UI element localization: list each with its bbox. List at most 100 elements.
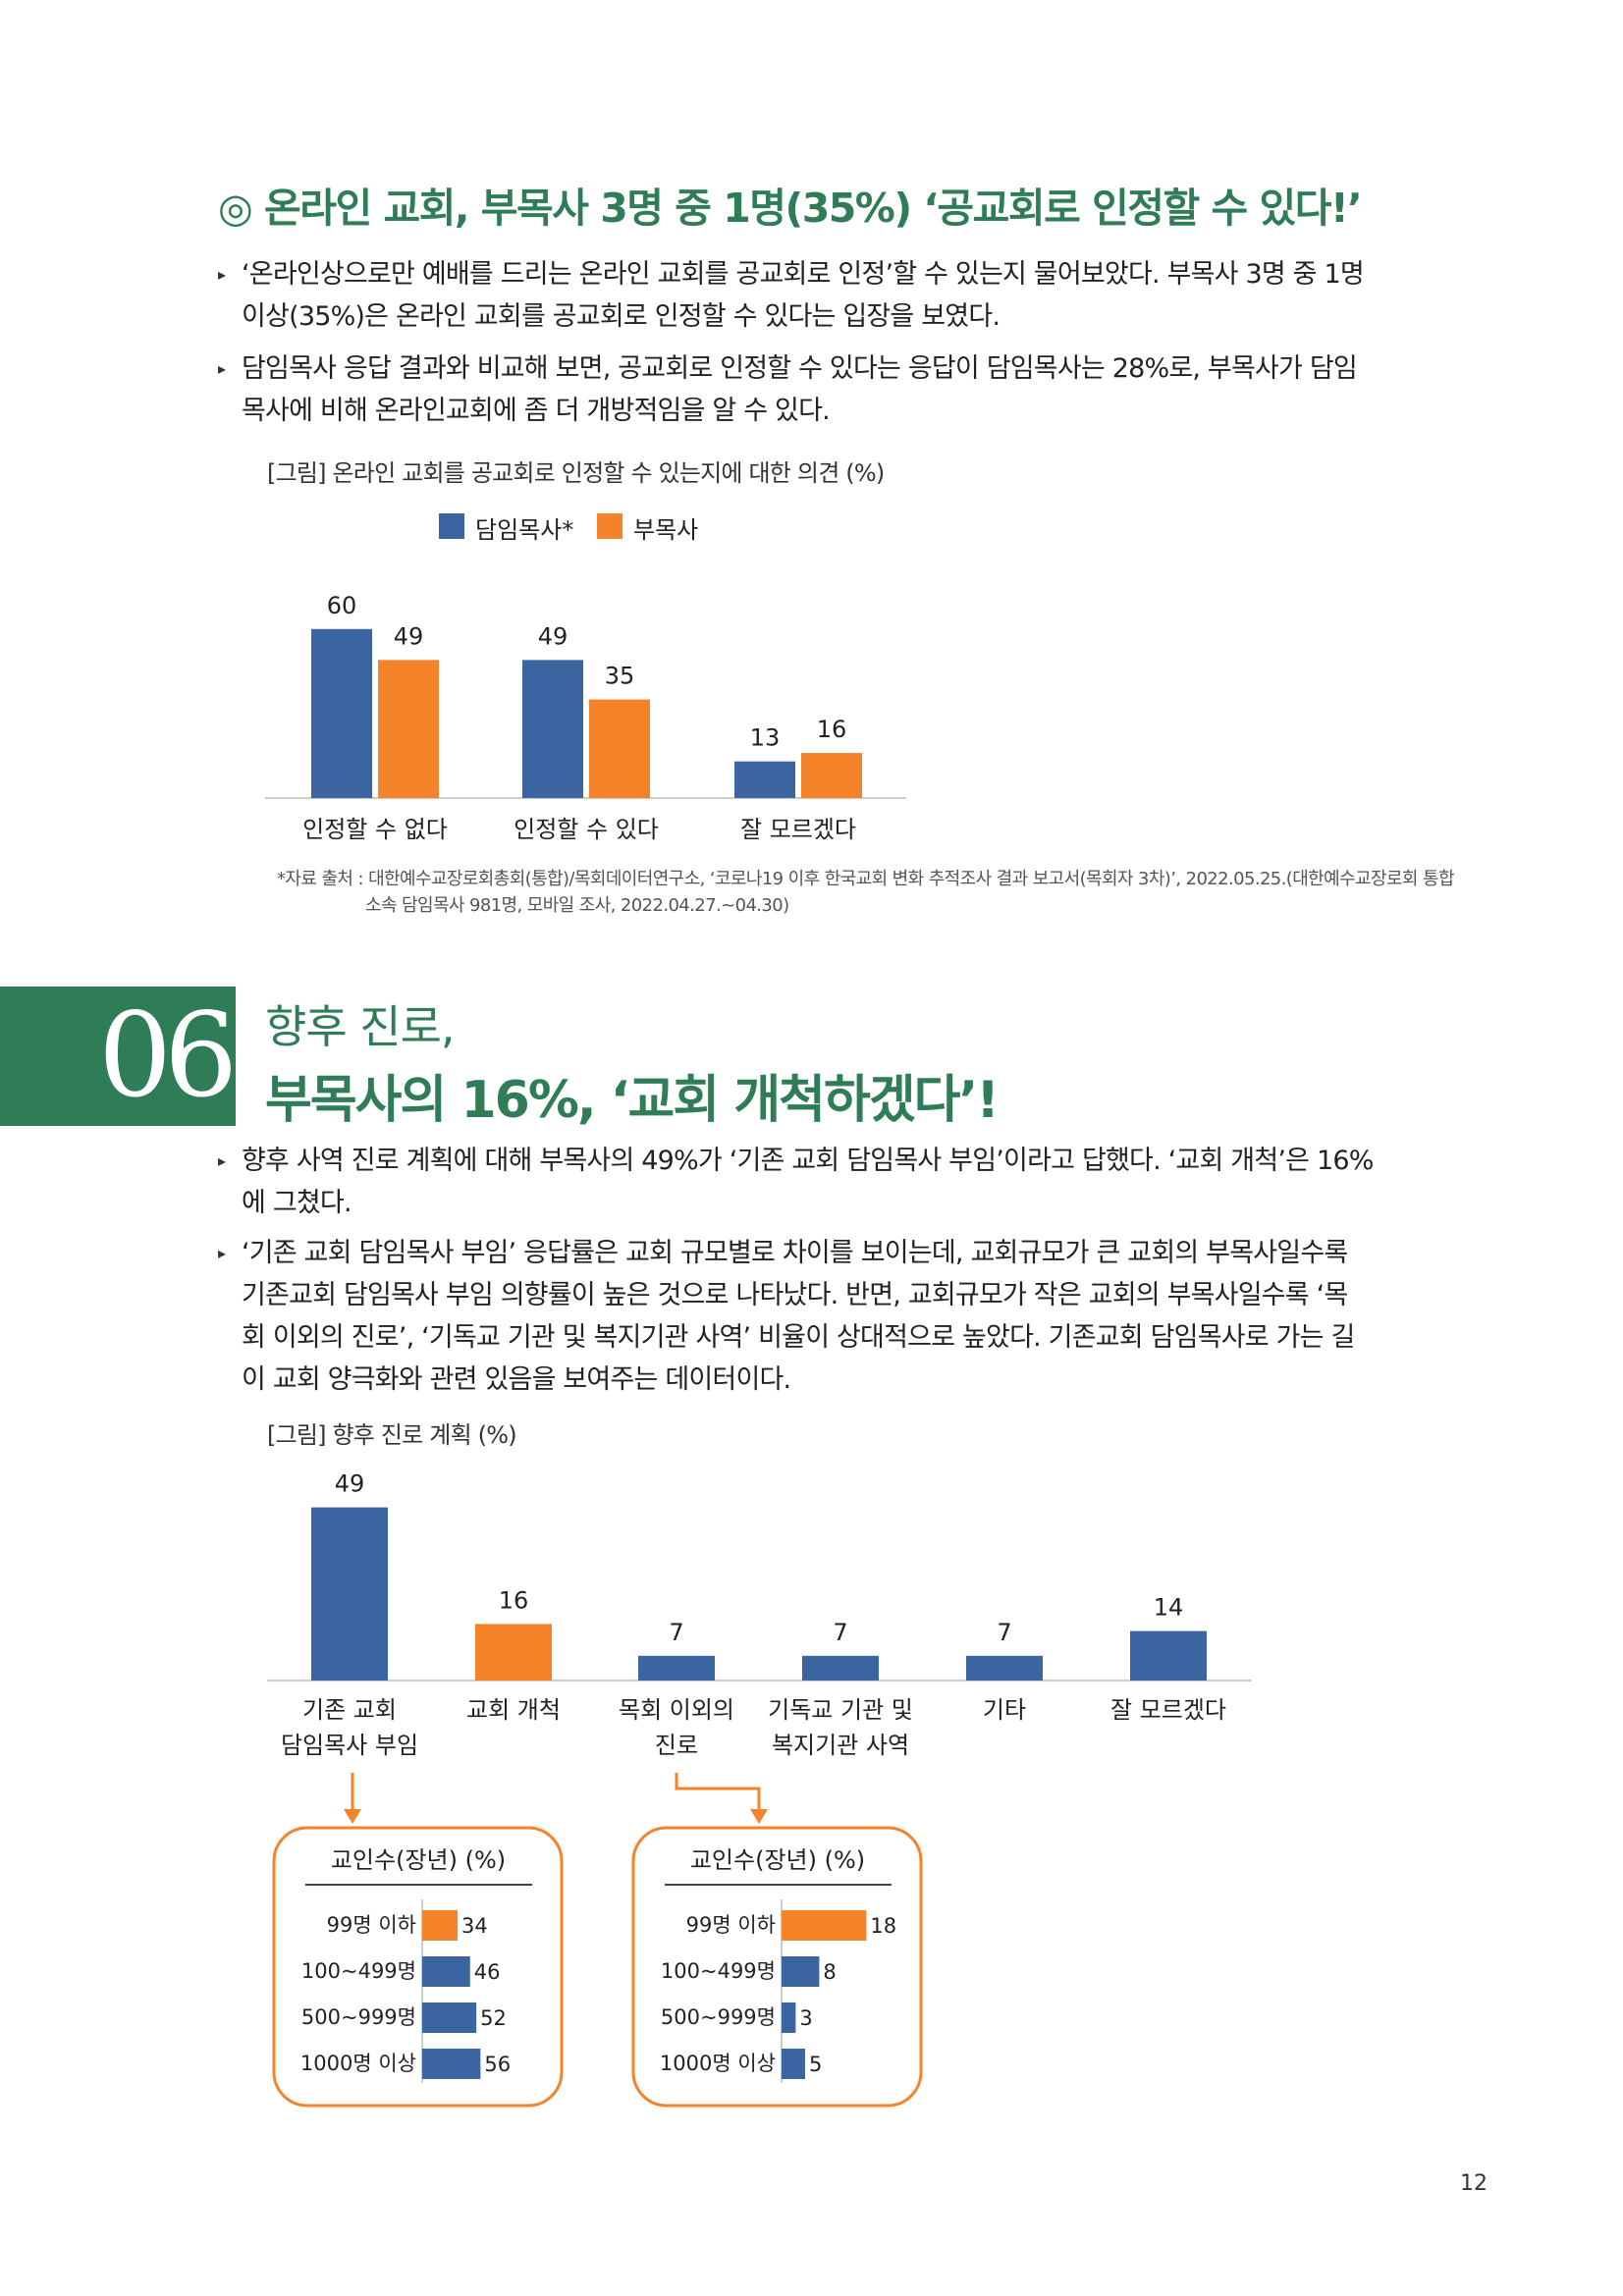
callout-category: 100~499명	[661, 1959, 776, 1983]
bar	[475, 1624, 552, 1681]
source-line: *자료 출처 : 대한예수교장로회총회(통합)/목회데이터연구소, ‘코로나19…	[277, 869, 1455, 889]
source-note: *자료 출처 : 대한예수교장로회총회(통합)/목회데이터연구소, ‘코로나19…	[277, 866, 1485, 919]
triangle-right-icon: ▸	[218, 359, 226, 378]
callout-category: 500~999명	[661, 2005, 776, 2029]
triangle-right-icon: ▸	[218, 1244, 226, 1262]
arrow-down-icon	[344, 1809, 361, 1824]
tick-label: 기존 교회	[302, 1696, 397, 1724]
tick-label: 교회 개척	[466, 1696, 561, 1724]
arrow-line	[675, 1773, 761, 1811]
bullet-line: 목사에 비해 온라인교회에 좀 더 개방적임을 알 수 있다.	[242, 396, 831, 426]
bullet-line: 이상(35%)은 온라인 교회를 공교회로 인정할 수 있다는 입장을 보였다.	[242, 301, 1001, 332]
data-label: 14	[1154, 1594, 1184, 1622]
tick-label: 인정할 수 없다	[302, 816, 448, 843]
callout-value: 8	[823, 1960, 836, 1984]
data-label: 49	[335, 1470, 365, 1498]
callout-bar	[782, 1910, 867, 1941]
callout-bar	[422, 1956, 470, 1987]
legend-label: 부목사	[633, 516, 699, 544]
tick-label: 기타	[983, 1696, 1026, 1724]
callout-title: 교인수(장년) (%)	[690, 1846, 865, 1874]
callout-bar	[782, 2002, 796, 2033]
bullet-line: ‘온라인상으로만 예배를 드리는 온라인 교회를 공교회로 인정’할 수 있는지…	[242, 259, 1365, 290]
data-label: 7	[833, 1619, 847, 1646]
bar	[522, 660, 583, 798]
bullet-line: ‘기존 교회 담임목사 부임’ 응답률은 교회 규모별로 차이를 보이는데, 교…	[242, 1238, 1348, 1268]
bullet-paragraph: ▸ ‘기존 교회 담임목사 부임’ 응답률은 교회 규모별로 차이를 보이는데,…	[218, 1232, 1479, 1401]
bar	[734, 761, 795, 798]
bar	[589, 699, 650, 798]
callout-category: 99명 이하	[327, 1913, 416, 1937]
callout-value: 56	[484, 2053, 511, 2076]
data-label: 49	[394, 622, 424, 650]
callout-bar	[422, 2002, 477, 2033]
bullet-paragraph: ▸ 향후 사역 진로 계획에 대해 부목사의 49%가 ‘기존 교회 담임목사 …	[218, 1140, 1479, 1224]
bar	[378, 660, 439, 798]
callout-category: 1000명 이상	[300, 2052, 416, 2075]
data-label: 7	[997, 1619, 1011, 1646]
section-heading: ◎ 온라인 교회, 부목사 3명 중 1명(35%) ‘공교회로 인정할 수 있…	[218, 185, 1363, 232]
callout-box	[272, 1826, 564, 2108]
opinion-bar-chart: 60 49 인정할 수 없다 49 35 인정할 수 있다 13 16 잘 모르겠다	[265, 592, 906, 843]
legend-label: 담임목사*	[475, 516, 574, 544]
tick-label: 진로	[655, 1732, 698, 1759]
callout-box	[631, 1826, 923, 2108]
data-label: 49	[538, 622, 568, 650]
section-number: 06	[98, 988, 238, 1123]
section-title: 향후 진로,	[265, 1000, 456, 1053]
tick-label: 인정할 수 있다	[514, 816, 659, 843]
bullet-line: 담임목사 응답 결과와 비교해 보면, 공교회로 인정할 수 있다는 응답이 담…	[242, 353, 1358, 384]
page-number: 12	[1460, 2171, 1488, 2196]
legend-swatch-blue	[439, 513, 464, 539]
callout-value: 34	[461, 1914, 488, 1938]
bullet-line: 회 이외의 진로’, ‘기독교 기관 및 복지기관 사역’ 비율이 상대적으로 …	[242, 1322, 1355, 1353]
bar	[802, 1655, 879, 1681]
triangle-right-icon: ▸	[218, 265, 226, 284]
tick-label: 복지기관 사역	[772, 1732, 909, 1759]
bar	[311, 628, 372, 798]
bullet-line: 기존교회 담임목사 부임 의향률이 높은 것으로 나타났다. 반면, 교회규모가…	[242, 1280, 1348, 1310]
callout-value: 3	[799, 2006, 812, 2030]
data-label: 13	[750, 724, 781, 752]
callout-bar	[782, 1956, 820, 1987]
callout-category: 99명 이하	[686, 1913, 776, 1937]
bullet-line: 이 교회 양극화와 관련 있음을 보여주는 데이터이다.	[242, 1364, 791, 1395]
bar	[311, 1507, 388, 1681]
bullet-paragraph: ▸ ‘온라인상으로만 예배를 드리는 온라인 교회를 공교회로 인정’할 수 있…	[218, 253, 1479, 338]
tick-label: 담임목사 부임	[281, 1732, 418, 1759]
section-number-box	[0, 987, 236, 1126]
data-label: 16	[499, 1586, 529, 1614]
bullet-paragraph: ▸ 담임목사 응답 결과와 비교해 보면, 공교회로 인정할 수 있다는 응답이…	[218, 347, 1479, 432]
callout-category: 100~499명	[301, 1959, 416, 1983]
callout-category: 1000명 이상	[660, 2052, 776, 2075]
bullet-line: 에 그쳤다.	[242, 1188, 352, 1218]
callout-value: 5	[809, 2053, 822, 2076]
legend-swatch-orange	[597, 513, 622, 539]
data-label: 16	[817, 716, 847, 743]
tick-label: 기독교 기관 및	[768, 1696, 913, 1724]
bullet-line: 향후 사역 진로 계획에 대해 부목사의 49%가 ‘기존 교회 담임목사 부임…	[242, 1146, 1374, 1176]
callout-value: 52	[480, 2006, 507, 2030]
data-label: 35	[605, 663, 635, 690]
callout-bar	[422, 1910, 459, 1941]
tick-label: 목회 이외의	[619, 1696, 734, 1724]
figure-caption: [그림] 향후 진로 계획 (%)	[267, 1421, 517, 1449]
bar	[1130, 1630, 1207, 1681]
data-label: 60	[327, 592, 357, 619]
data-label: 7	[669, 1619, 683, 1646]
tick-label: 잘 모르겠다	[1110, 1696, 1226, 1724]
arrow-down-icon	[750, 1809, 768, 1824]
callout-value: 46	[474, 1960, 501, 1984]
callout-category: 500~999명	[301, 2005, 416, 2029]
section-title: 부목사의 16%, ‘교회 개척하겠다’!	[265, 1071, 1000, 1130]
triangle-right-icon: ▸	[218, 1151, 226, 1170]
source-line: 소속 담임목사 981명, 모바일 조사, 2022.04.27.~04.30)	[365, 895, 789, 916]
figure-caption: [그림] 온라인 교회를 공교회로 인정할 수 있는지에 대한 의견 (%)	[267, 459, 885, 487]
tick-label: 잘 모르겠다	[740, 816, 856, 843]
bar	[638, 1655, 715, 1681]
callout-bar	[782, 2049, 805, 2079]
bar	[966, 1655, 1043, 1681]
bar	[801, 753, 862, 798]
callout-value: 18	[870, 1914, 896, 1938]
